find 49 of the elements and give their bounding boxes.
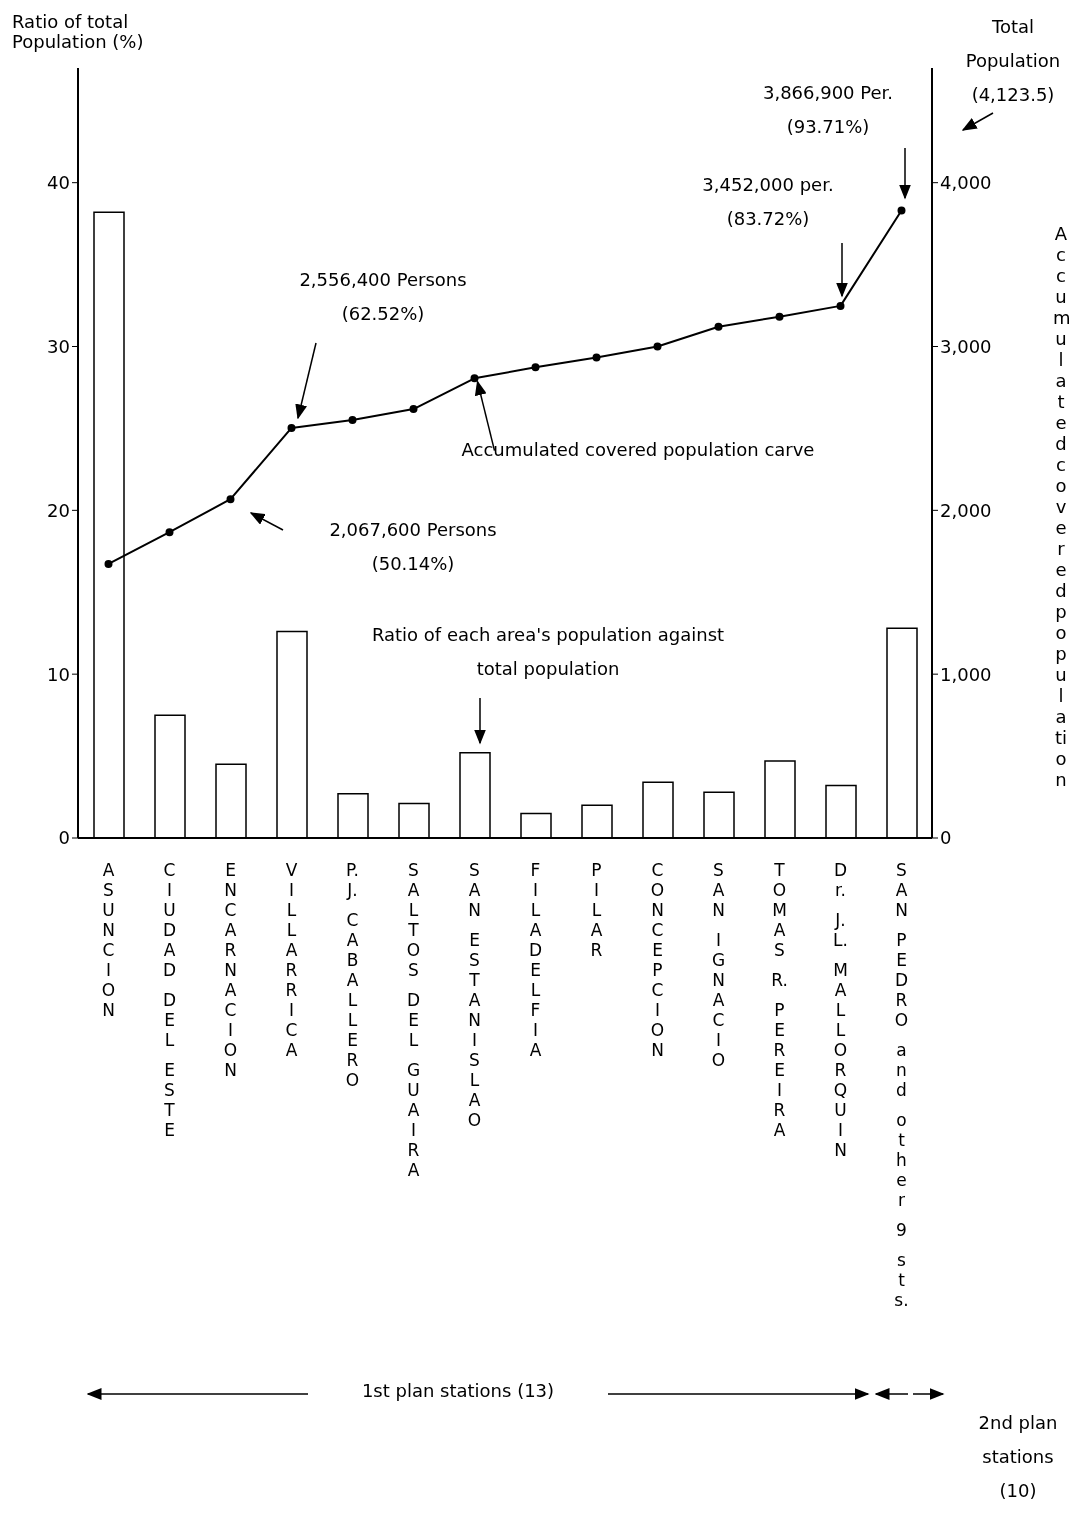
y2-tick-label: 1,000 <box>940 663 992 685</box>
x-tick-label: PILAR <box>590 860 603 960</box>
annotation: 2,556,400 Persons (62.52%) <box>298 268 468 326</box>
point <box>531 363 540 372</box>
category-label: P.J. CABALLERO <box>345 860 360 1090</box>
point <box>226 495 235 504</box>
annotation: 3,866,900 Per. (93.71%) <box>761 81 895 139</box>
annotation: 2,067,600 Persons (50.14%) <box>328 518 498 576</box>
y-tick-label: 20 <box>47 499 70 521</box>
text: Accumulated covered population <box>1053 223 1071 790</box>
point <box>470 374 479 383</box>
point <box>897 206 906 215</box>
category-label: FILADELFIA <box>528 860 543 1060</box>
point <box>104 559 113 568</box>
y-tick-label: 10 <box>47 663 70 685</box>
point <box>165 528 174 537</box>
text: 2nd plan stations (10) <box>977 1411 1059 1503</box>
y2-tick-label: 2,000 <box>940 499 992 521</box>
y-tick-label: 0 <box>58 827 70 849</box>
annotation: Ratio of each area's population against total population <box>370 623 726 681</box>
point <box>348 415 357 424</box>
category-label: SAN ESTANISLAO <box>467 860 482 1130</box>
category-label: ENCARNACION <box>223 860 238 1080</box>
category-label: SAN PEDRO and other 9 sts. <box>894 860 909 1310</box>
point <box>409 405 418 414</box>
point <box>775 312 784 321</box>
y2-tick-label: 4,000 <box>940 172 992 194</box>
point <box>287 423 296 432</box>
annotation: Accumulated covered population carve <box>460 438 816 462</box>
category-label: Dr. J.L. MALLORQUIN <box>833 860 848 1160</box>
y2-tick-label: 0 <box>940 827 952 849</box>
point <box>836 301 845 310</box>
point <box>653 342 662 351</box>
category-label: TOMAS R. PEREIRA <box>771 860 788 1140</box>
point <box>714 322 723 331</box>
category-label: CIUDAD DEL ESTE <box>162 860 177 1140</box>
y-tick-label: 30 <box>47 335 70 357</box>
y2-tick-label: 3,000 <box>940 335 992 357</box>
text: 1st plan stations (13) <box>360 1379 556 1403</box>
y-axis-title: Ratio of total Population (%) <box>12 11 145 52</box>
annotation: 3,452,000 per. (83.72%) <box>701 173 835 231</box>
text: Total Population (4,123.5) <box>964 15 1062 107</box>
category-label: SALTOS DEL GUAIRA <box>406 860 421 1180</box>
category-label: CONCEPCION <box>650 860 665 1060</box>
y-tick-label: 40 <box>47 172 70 194</box>
category-label: VILLARRICA <box>285 860 298 1060</box>
category-label: SAN IGNACIO <box>711 860 726 1070</box>
point <box>592 353 601 362</box>
x-tick-label: ASUNCION <box>101 860 116 1020</box>
